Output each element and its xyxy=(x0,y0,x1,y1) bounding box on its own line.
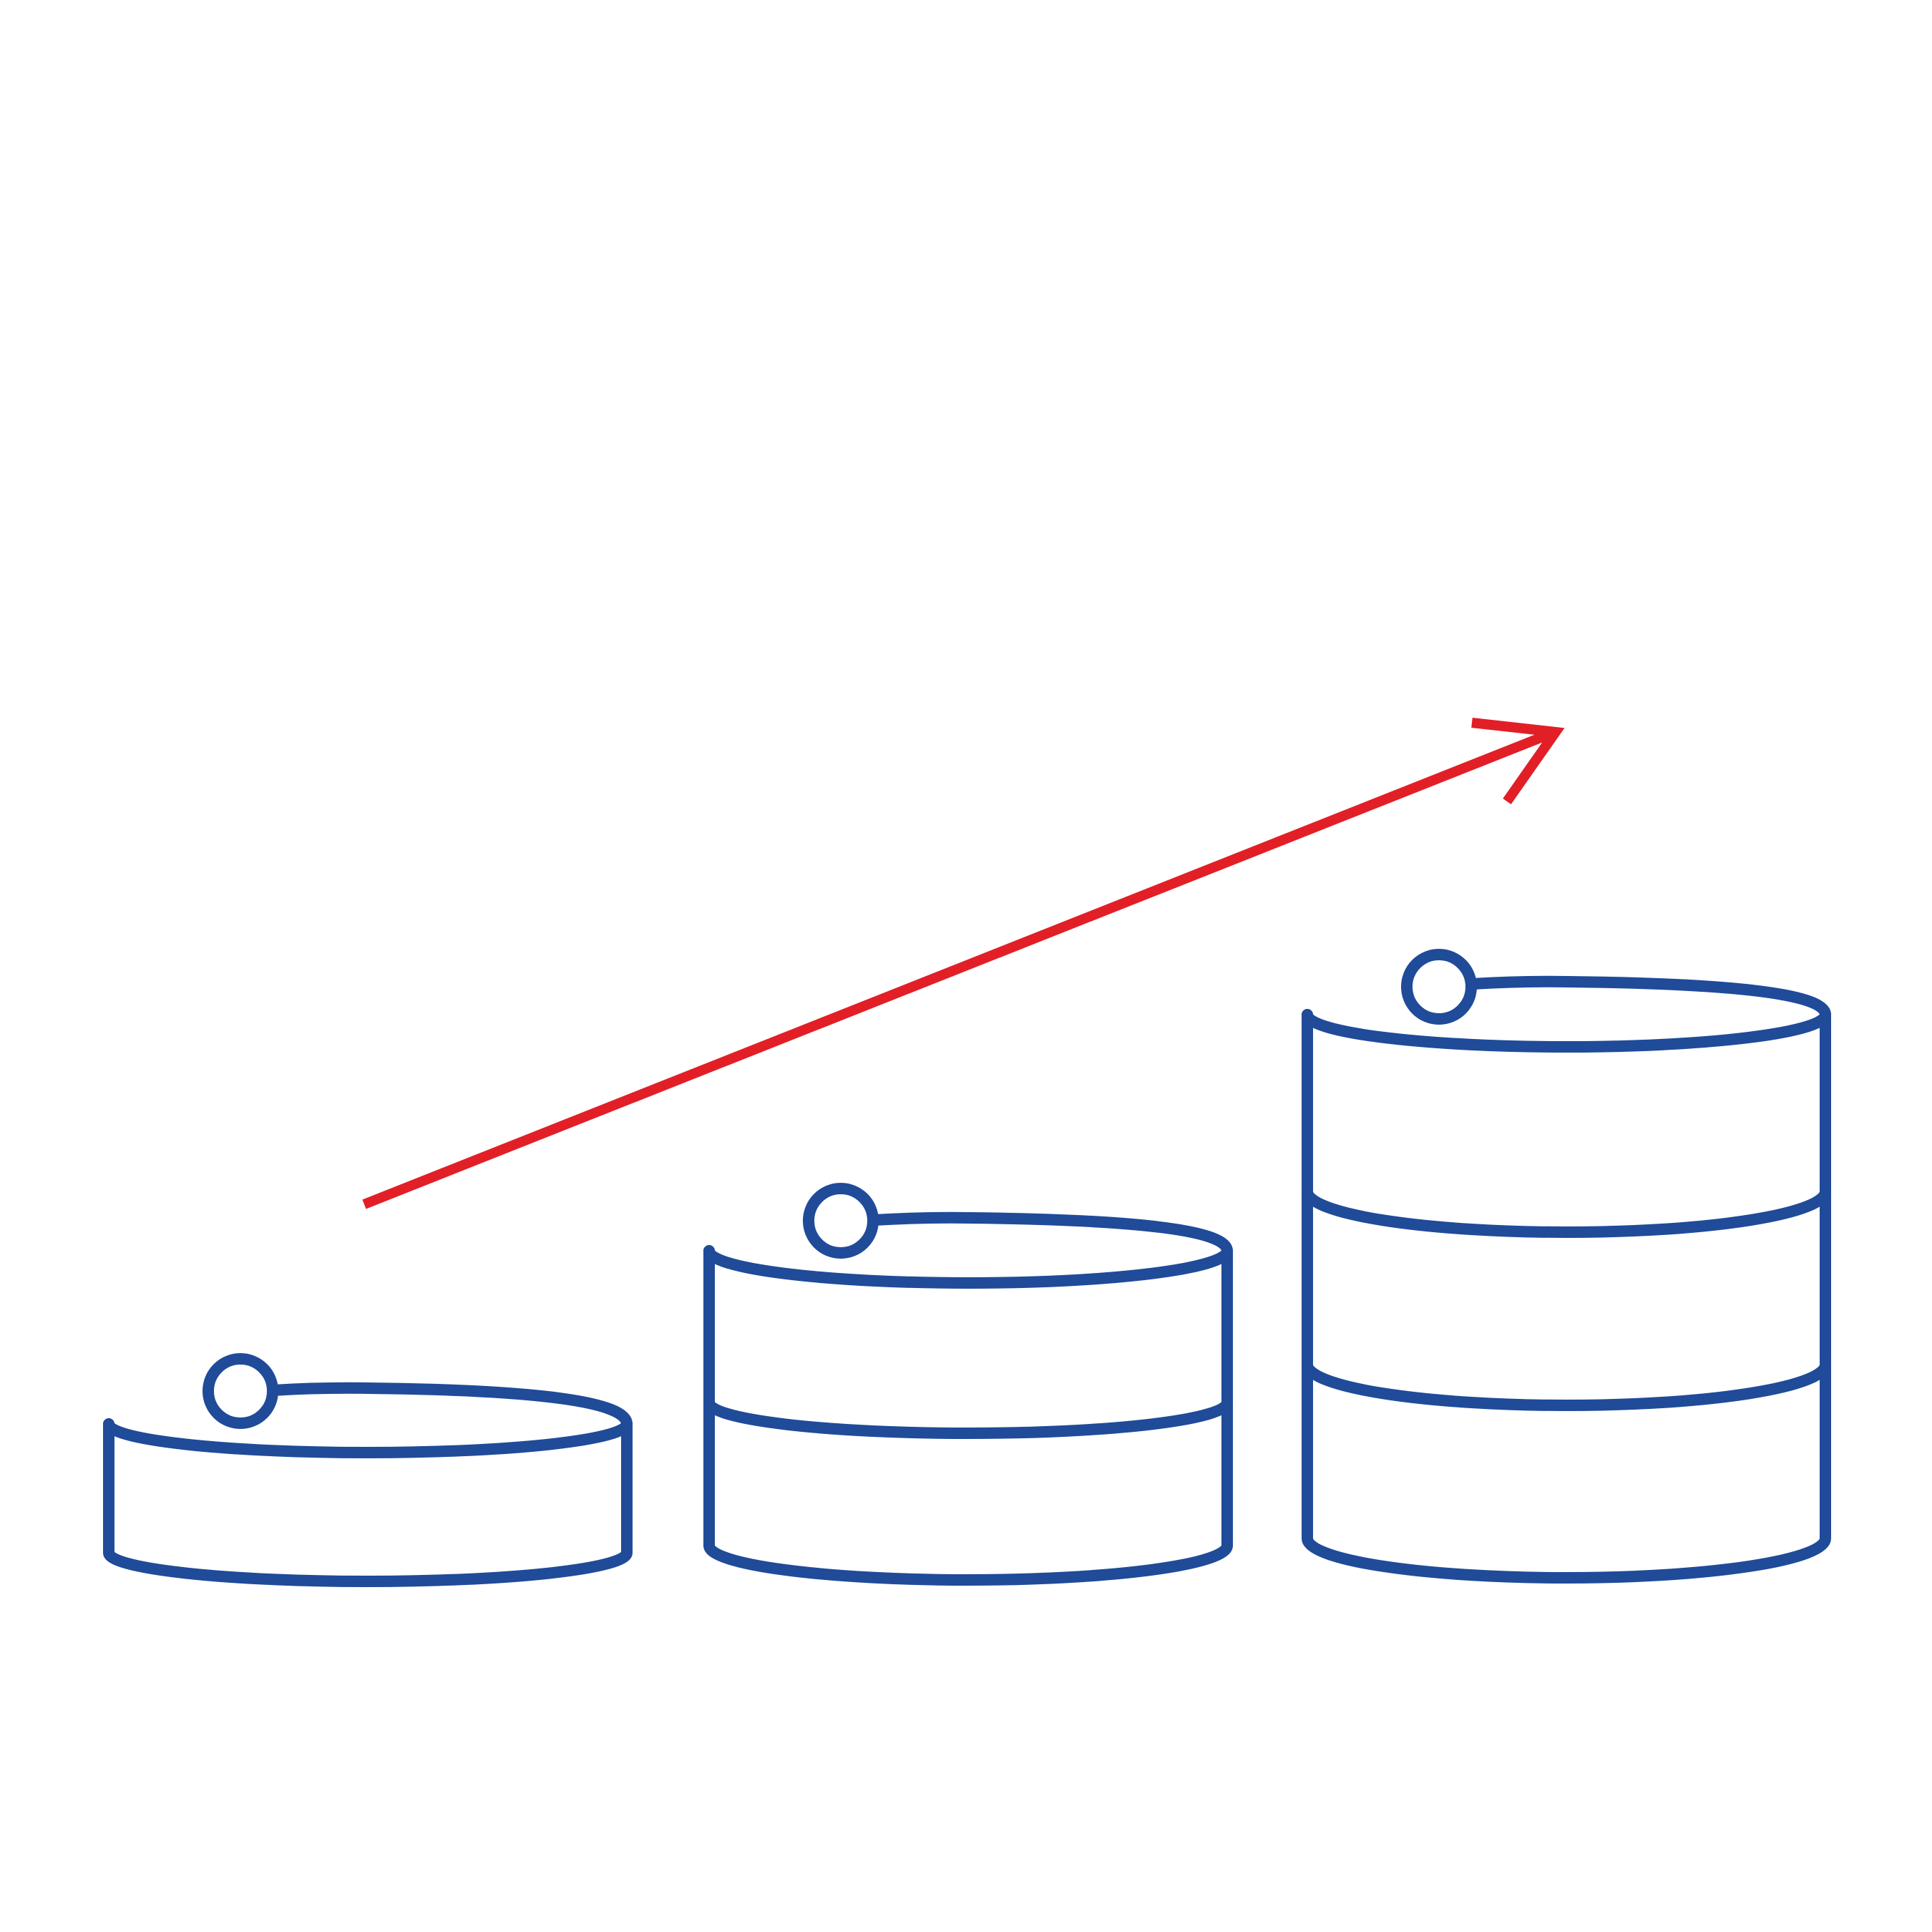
stack-large-top-front xyxy=(1302,1009,1831,1053)
coin-stack-large xyxy=(1302,949,1831,1584)
stack-large-body xyxy=(1302,1009,1831,1584)
coin-slot-icon xyxy=(203,1353,278,1429)
stack-small-top-back xyxy=(268,1382,633,1430)
trend-arrow-icon xyxy=(362,718,1565,1209)
stack-large-top-back xyxy=(1467,975,1831,1020)
stack-large-divider-2 xyxy=(1302,1359,1831,1411)
stack-small-top-front xyxy=(103,1418,633,1458)
stack-medium-body xyxy=(703,1245,1233,1586)
stack-medium-top-front xyxy=(703,1245,1233,1289)
trend-arrow-head xyxy=(1471,718,1565,805)
coin-slot-icon xyxy=(803,1183,879,1259)
coin-stack-medium xyxy=(703,1183,1233,1586)
stack-medium-top-back xyxy=(869,1211,1233,1257)
coin-stack-small xyxy=(103,1353,633,1587)
stack-medium-divider xyxy=(703,1397,1233,1439)
stack-small-body xyxy=(103,1418,633,1587)
stack-large-divider-1 xyxy=(1302,1186,1831,1238)
trend-arrow-shaft xyxy=(362,728,1553,1209)
coin-slot-icon xyxy=(1401,949,1477,1025)
